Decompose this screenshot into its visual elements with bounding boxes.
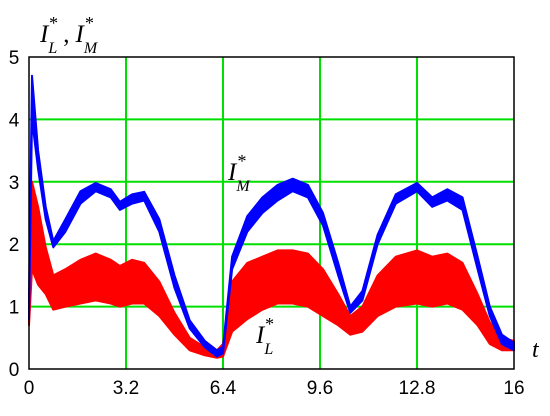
x-axis-label: t bbox=[532, 337, 540, 363]
y-tick-label: 3 bbox=[9, 173, 20, 194]
x-tick-label: 9.6 bbox=[307, 378, 333, 399]
series-label-il: IL* bbox=[255, 314, 273, 358]
tick-labels: 0 3.2 6.4 9.6 12.8 16 0 1 2 3 4 5 bbox=[9, 48, 525, 399]
x-tick-label: 0 bbox=[24, 378, 35, 399]
y-axis-label: IL*, IM* bbox=[39, 13, 99, 57]
x-tick-label: 3.2 bbox=[113, 378, 139, 399]
y-tick-label: 0 bbox=[9, 360, 20, 381]
x-tick-label: 12.8 bbox=[399, 378, 436, 399]
plot-frame bbox=[28, 56, 515, 370]
y-tick-label: 2 bbox=[9, 235, 20, 256]
y-tick-label: 5 bbox=[9, 48, 20, 69]
x-tick-label: 6.4 bbox=[210, 378, 237, 399]
y-tick-label: 4 bbox=[9, 110, 20, 131]
y-tick-label: 1 bbox=[9, 298, 20, 319]
x-tick-label: 16 bbox=[503, 378, 524, 399]
series-label-im: IM* bbox=[227, 151, 251, 195]
